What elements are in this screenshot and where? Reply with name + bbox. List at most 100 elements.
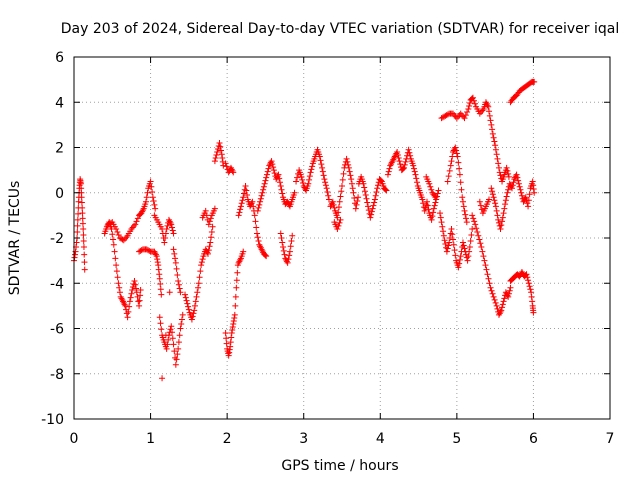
data-point xyxy=(350,189,357,196)
data-point xyxy=(503,193,510,200)
data-point xyxy=(509,182,516,189)
data-point xyxy=(441,237,448,244)
data-point xyxy=(240,194,247,201)
data-point xyxy=(513,171,520,178)
data-point xyxy=(504,189,511,196)
data-point xyxy=(75,210,82,217)
data-point xyxy=(364,199,371,206)
data-point xyxy=(466,100,473,107)
y-tick-label: -10 xyxy=(41,412,64,428)
data-point xyxy=(212,155,219,162)
data-point xyxy=(437,210,444,217)
data-point xyxy=(81,251,88,258)
x-tick-label: 6 xyxy=(529,431,538,447)
data-point xyxy=(236,209,243,216)
data-point xyxy=(508,185,515,192)
data-point xyxy=(171,348,178,355)
data-point xyxy=(362,192,369,199)
data-point xyxy=(490,293,497,300)
data-point xyxy=(173,265,180,272)
data-point xyxy=(497,225,504,232)
data-point xyxy=(440,232,447,239)
data-point xyxy=(463,215,470,222)
data-point xyxy=(468,231,475,238)
data-point xyxy=(464,257,471,264)
data-point xyxy=(136,302,143,309)
data-point xyxy=(354,198,361,205)
data-point xyxy=(132,221,139,228)
data-point xyxy=(269,161,276,168)
data-point xyxy=(80,225,87,232)
data-point xyxy=(480,253,487,260)
data-point xyxy=(368,208,375,215)
data-point xyxy=(123,310,130,317)
data-point xyxy=(163,225,170,232)
data-point xyxy=(495,216,502,223)
data-point xyxy=(453,150,460,157)
data-point xyxy=(446,239,453,246)
data-point xyxy=(146,247,153,254)
data-point xyxy=(278,186,285,193)
data-point xyxy=(455,159,462,166)
data-point xyxy=(500,298,507,305)
data-point xyxy=(424,202,431,209)
data-point xyxy=(174,351,181,358)
data-point xyxy=(477,240,484,247)
data-point xyxy=(111,248,118,255)
data-point xyxy=(158,291,165,298)
y-tick-label: -6 xyxy=(50,322,64,338)
data-point xyxy=(450,236,457,243)
data-point xyxy=(74,228,81,235)
data-point xyxy=(452,144,459,151)
data-point xyxy=(493,151,500,158)
data-point xyxy=(260,183,267,190)
data-point xyxy=(351,195,358,202)
data-point xyxy=(428,186,435,193)
data-point xyxy=(74,222,81,229)
data-point xyxy=(135,298,142,305)
data-point xyxy=(161,239,168,246)
axis-ticks: 0 1 2 3 4 5 6 7 -10 -8 -6 -4 -2 0 2 4 6 xyxy=(41,50,614,447)
data-point xyxy=(337,193,344,200)
x-tick-label: 4 xyxy=(376,431,385,447)
data-point xyxy=(329,198,336,205)
data-point xyxy=(454,153,461,160)
data-point xyxy=(197,268,204,275)
data-point xyxy=(486,108,493,115)
data-point xyxy=(499,301,506,308)
data-point xyxy=(323,185,330,192)
data-point xyxy=(507,284,514,291)
data-point xyxy=(491,296,498,303)
data-point xyxy=(169,335,176,342)
data-point xyxy=(467,238,474,245)
data-point xyxy=(340,170,347,177)
data-point xyxy=(176,285,183,292)
data-point xyxy=(285,256,292,263)
data-point xyxy=(284,259,291,266)
data-point xyxy=(229,327,236,334)
data-point xyxy=(529,178,536,185)
data-point xyxy=(490,134,497,141)
data-point xyxy=(374,185,381,192)
data-point xyxy=(137,292,144,299)
data-point xyxy=(430,205,437,212)
data-point xyxy=(162,235,169,241)
data-point xyxy=(219,155,226,162)
data-point xyxy=(166,289,173,296)
data-point xyxy=(494,155,501,162)
data-point xyxy=(278,235,285,241)
data-point xyxy=(127,294,134,301)
data-point xyxy=(442,241,449,248)
data-point xyxy=(339,176,346,183)
data-point xyxy=(527,286,534,293)
data-point xyxy=(163,345,170,352)
data-point xyxy=(152,205,159,212)
data-point xyxy=(378,177,385,184)
data-point xyxy=(334,225,341,232)
data-point xyxy=(489,191,496,198)
data-point xyxy=(209,223,216,230)
data-point xyxy=(410,165,417,172)
data-point xyxy=(439,223,446,230)
data-point xyxy=(482,262,489,269)
data-point xyxy=(321,176,328,183)
